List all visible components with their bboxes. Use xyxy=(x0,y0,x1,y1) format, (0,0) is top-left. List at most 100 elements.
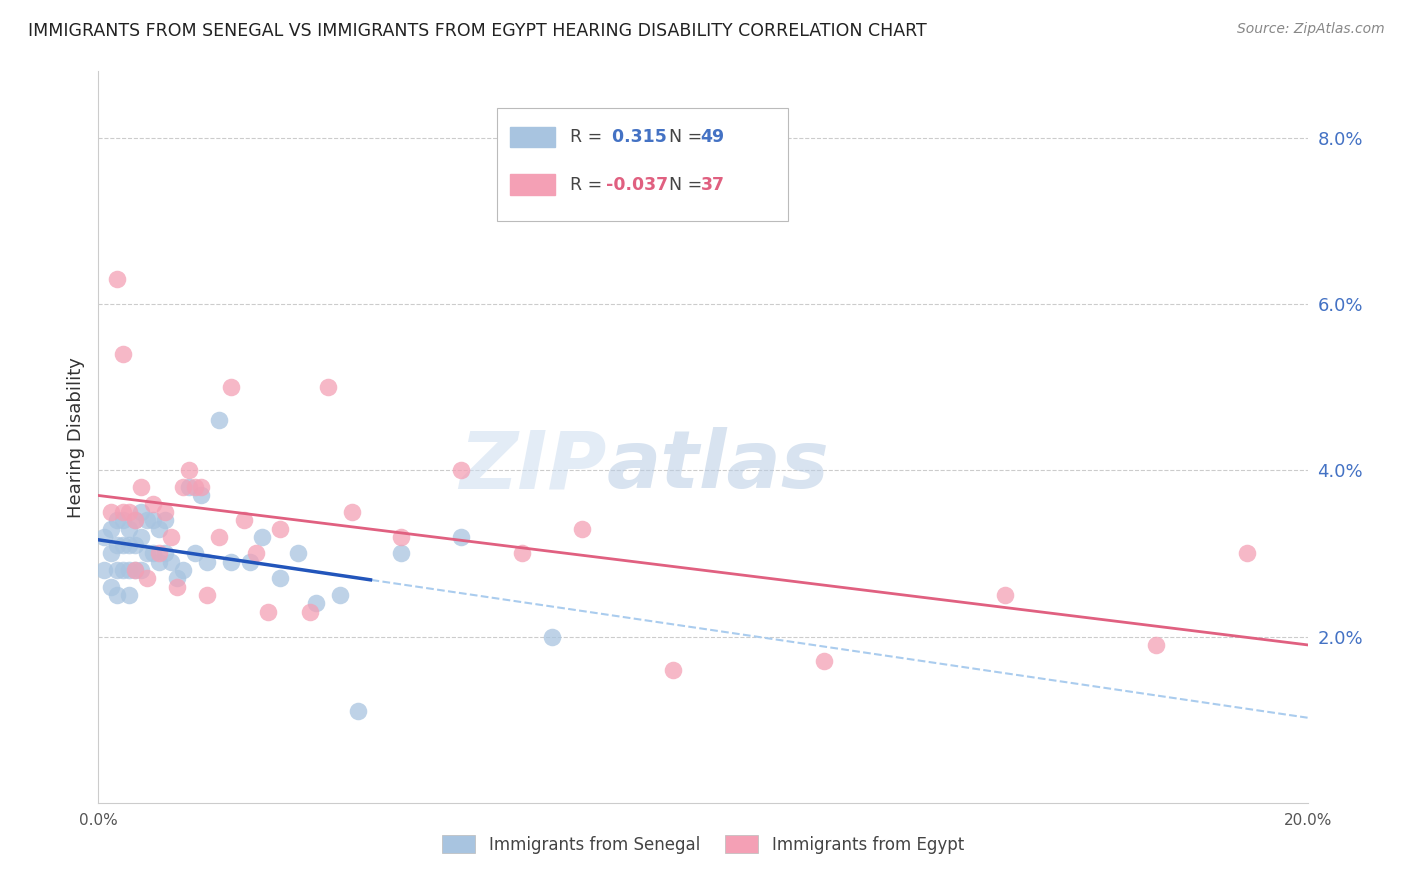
Point xyxy=(540,630,562,644)
Point xyxy=(179,480,201,494)
Point xyxy=(118,563,141,577)
Point xyxy=(269,521,291,535)
Point xyxy=(100,580,122,594)
Point xyxy=(450,463,472,477)
Point xyxy=(239,555,262,569)
Point xyxy=(195,588,218,602)
Text: R =: R = xyxy=(569,128,607,146)
Point xyxy=(160,555,183,569)
Point xyxy=(172,563,194,577)
Text: 37: 37 xyxy=(700,176,724,194)
Point xyxy=(129,480,152,494)
Point xyxy=(93,563,115,577)
Text: 0.315: 0.315 xyxy=(606,128,666,146)
Point xyxy=(571,521,593,535)
Point xyxy=(93,530,115,544)
Point xyxy=(305,596,328,610)
Point xyxy=(1144,638,1167,652)
Point xyxy=(184,480,207,494)
Point xyxy=(129,563,152,577)
Point xyxy=(342,505,364,519)
Point xyxy=(135,546,157,560)
Point xyxy=(510,546,533,560)
Point xyxy=(166,580,188,594)
Point xyxy=(100,521,122,535)
Point xyxy=(299,605,322,619)
Point xyxy=(129,530,152,544)
Point xyxy=(329,588,352,602)
Point xyxy=(118,505,141,519)
Text: 49: 49 xyxy=(700,128,724,146)
Point xyxy=(105,588,128,602)
Point xyxy=(124,513,146,527)
FancyBboxPatch shape xyxy=(509,127,555,147)
Point xyxy=(250,530,273,544)
Point xyxy=(389,530,412,544)
Point xyxy=(195,555,218,569)
Point xyxy=(153,513,176,527)
Text: N =: N = xyxy=(669,128,707,146)
Point xyxy=(111,347,134,361)
Point xyxy=(208,413,231,427)
Point xyxy=(160,530,183,544)
Point xyxy=(813,655,835,669)
Point xyxy=(111,513,134,527)
Point xyxy=(100,546,122,560)
Point xyxy=(347,705,370,719)
Point xyxy=(190,488,212,502)
FancyBboxPatch shape xyxy=(509,175,555,195)
Point xyxy=(269,571,291,585)
Point xyxy=(135,571,157,585)
Point xyxy=(172,480,194,494)
Point xyxy=(153,546,176,560)
Point xyxy=(142,513,165,527)
Text: Source: ZipAtlas.com: Source: ZipAtlas.com xyxy=(1237,22,1385,37)
Point xyxy=(994,588,1017,602)
Point xyxy=(118,588,141,602)
Point xyxy=(256,605,278,619)
Point xyxy=(118,521,141,535)
Point xyxy=(105,272,128,286)
FancyBboxPatch shape xyxy=(498,108,787,221)
Point xyxy=(287,546,309,560)
Point xyxy=(129,505,152,519)
Point xyxy=(1236,546,1258,560)
Point xyxy=(179,463,201,477)
Point xyxy=(105,563,128,577)
Point xyxy=(166,571,188,585)
Point xyxy=(124,563,146,577)
Point xyxy=(148,546,170,560)
Point xyxy=(142,497,165,511)
Text: R =: R = xyxy=(569,176,607,194)
Text: -0.037: -0.037 xyxy=(606,176,668,194)
Point xyxy=(148,555,170,569)
Point xyxy=(316,380,339,394)
Point xyxy=(221,380,243,394)
Point xyxy=(135,513,157,527)
Point xyxy=(124,563,146,577)
Text: IMMIGRANTS FROM SENEGAL VS IMMIGRANTS FROM EGYPT HEARING DISABILITY CORRELATION : IMMIGRANTS FROM SENEGAL VS IMMIGRANTS FR… xyxy=(28,22,927,40)
Point xyxy=(111,505,134,519)
Point xyxy=(661,663,683,677)
Point xyxy=(389,546,412,560)
Point xyxy=(111,563,134,577)
Point xyxy=(148,521,170,535)
Y-axis label: Hearing Disability: Hearing Disability xyxy=(66,357,84,517)
Point xyxy=(245,546,267,560)
Point xyxy=(153,505,176,519)
Point xyxy=(450,530,472,544)
Text: N =: N = xyxy=(669,176,707,194)
Point xyxy=(232,513,254,527)
Legend: Immigrants from Senegal, Immigrants from Egypt: Immigrants from Senegal, Immigrants from… xyxy=(436,829,970,860)
Point xyxy=(111,538,134,552)
Point xyxy=(142,546,165,560)
Point xyxy=(190,480,212,494)
Point xyxy=(184,546,207,560)
Point xyxy=(208,530,231,544)
Point xyxy=(221,555,243,569)
Point xyxy=(124,538,146,552)
Point xyxy=(105,513,128,527)
Text: ZIP: ZIP xyxy=(458,427,606,506)
Point xyxy=(100,505,122,519)
Text: atlas: atlas xyxy=(606,427,830,506)
